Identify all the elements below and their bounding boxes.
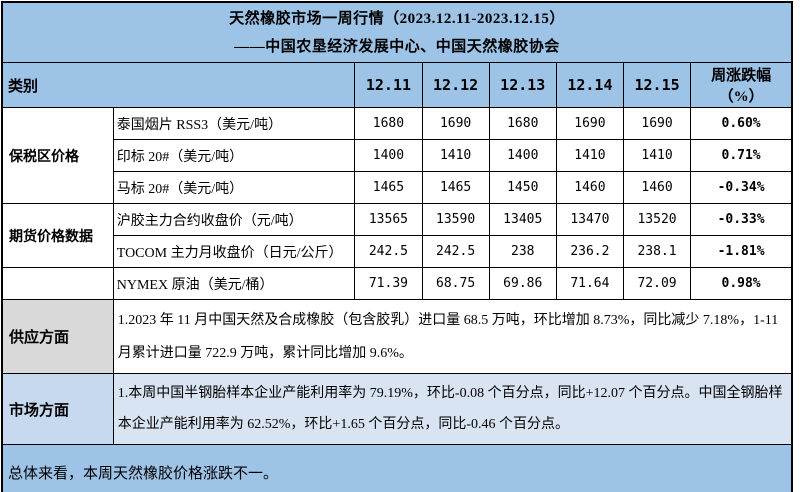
- price-cell: 238: [488, 235, 557, 268]
- price-cell: 1465: [421, 171, 490, 204]
- price-row-str20: 印标 20#（美元/吨） 1400 1410 1400 1410 1410 0.…: [2, 139, 793, 172]
- price-cell: 71.64: [555, 267, 624, 300]
- price-cell: 242.5: [354, 235, 423, 268]
- row-item-label: TOCOM 主力月收盘价（日元/公斤）: [112, 235, 356, 268]
- column-header-date-1: 12.11: [354, 62, 423, 108]
- column-header-category: 类别: [1, 62, 356, 108]
- column-header-date-3: 12.13: [488, 62, 557, 108]
- price-cell: 1400: [488, 139, 557, 172]
- summary-row: 总体来看，本周天然橡胶价格涨跌不一。: [1, 444, 793, 492]
- price-cell: 69.86: [488, 267, 557, 300]
- price-cell: 72.09: [622, 267, 692, 300]
- price-cell: 13590: [421, 203, 490, 236]
- row-item-label: NYMEX 原油（美元/桶）: [112, 267, 356, 300]
- price-cell: 1680: [354, 107, 423, 140]
- title-line-2: ——中国农垦经济发展中心、中国天然橡胶协会: [234, 38, 560, 55]
- summary-text: 总体来看，本周天然橡胶价格涨跌不一。: [1, 444, 793, 492]
- column-header-row: 类别 12.11 12.12 12.13 12.14 12.15 周涨跌幅（%）: [1, 62, 793, 108]
- weekly-change-cell: 0.60%: [690, 107, 793, 140]
- price-row-smr20: 马标 20#（美元/吨） 1465 1465 1450 1460 1460 -0…: [2, 171, 793, 204]
- price-cell: 1410: [421, 139, 490, 172]
- weekly-change-cell: 0.98%: [690, 267, 793, 300]
- price-cell: 236.2: [555, 235, 624, 268]
- price-cell: 1450: [488, 171, 557, 204]
- column-header-date-4: 12.14: [555, 62, 624, 108]
- price-row-nymex: NYMEX 原油（美元/桶） 71.39 68.75 69.86 71.64 7…: [1, 267, 793, 300]
- price-cell: 1465: [354, 171, 423, 204]
- price-cell: 242.5: [421, 235, 490, 268]
- market-section-row: 市场方面 1.本周中国半钢胎样本企业产能利用率为 79.19%，环比-0.08 …: [1, 373, 793, 445]
- supply-section-label: 供应方面: [1, 299, 114, 374]
- column-header-date-2: 12.12: [421, 62, 490, 108]
- price-cell: 1460: [555, 171, 624, 204]
- table-title: 天然橡胶市场一周行情（2023.12.11-2023.12.15） ——中国农垦…: [1, 1, 793, 63]
- column-header-date-5: 12.15: [622, 62, 692, 108]
- price-row-rss3: 保税区价格 泰国烟片 RSS3（美元/吨） 1680 1690 1680 169…: [1, 107, 793, 204]
- column-header-weekly-change: 周涨跌幅（%）: [690, 62, 793, 108]
- price-cell: 1410: [622, 139, 692, 172]
- row-group-futures: 期货价格数据: [1, 203, 114, 268]
- supply-section-row: 供应方面 1.2023 年 11 月中国天然及合成橡胶（包含胶乳）进口量 68.…: [1, 299, 793, 374]
- weekly-change-cell: -1.81%: [690, 235, 793, 268]
- price-cell: 1690: [421, 107, 490, 140]
- weekly-change-cell: -0.34%: [690, 171, 793, 204]
- row-item-label: 泰国烟片 RSS3（美元/吨）: [112, 107, 356, 140]
- price-cell: 13520: [622, 203, 692, 236]
- price-cell: 1400: [354, 139, 423, 172]
- title-line-1: 天然橡胶市场一周行情（2023.12.11-2023.12.15）: [229, 10, 565, 27]
- row-item-label: 沪胶主力合约收盘价（元/吨）: [112, 203, 356, 236]
- price-cell: 68.75: [421, 267, 490, 300]
- market-section-label: 市场方面: [1, 373, 114, 445]
- price-row-shfe: 期货价格数据 沪胶主力合约收盘价（元/吨） 13565 13590 13405 …: [1, 203, 793, 268]
- row-item-label: 印标 20#（美元/吨）: [112, 139, 356, 172]
- weekly-change-cell: -0.33%: [690, 203, 793, 236]
- price-cell: 1690: [622, 107, 692, 140]
- price-cell: 238.1: [622, 235, 692, 268]
- title-row: 天然橡胶市场一周行情（2023.12.11-2023.12.15） ——中国农垦…: [1, 1, 793, 63]
- row-group-bonded-zone: 保税区价格: [1, 107, 114, 204]
- row-group-empty: [1, 267, 114, 300]
- price-cell: 1690: [555, 107, 624, 140]
- row-item-label: 马标 20#（美元/吨）: [112, 171, 356, 204]
- supply-section-text: 1.2023 年 11 月中国天然及合成橡胶（包含胶乳）进口量 68.5 万吨，…: [112, 299, 793, 374]
- price-cell: 1460: [622, 171, 692, 204]
- price-cell: 13565: [354, 203, 423, 236]
- price-cell: 13470: [555, 203, 624, 236]
- price-row-tocom: TOCOM 主力月收盘价（日元/公斤） 242.5 242.5 238 236.…: [2, 235, 793, 268]
- weekly-change-cell: 0.71%: [690, 139, 793, 172]
- price-cell: 71.39: [354, 267, 423, 300]
- market-section-text: 1.本周中国半钢胎样本企业产能利用率为 79.19%，环比-0.08 个百分点，…: [112, 373, 793, 445]
- price-cell: 1410: [555, 139, 624, 172]
- price-cell: 13405: [488, 203, 557, 236]
- price-cell: 1680: [488, 107, 557, 140]
